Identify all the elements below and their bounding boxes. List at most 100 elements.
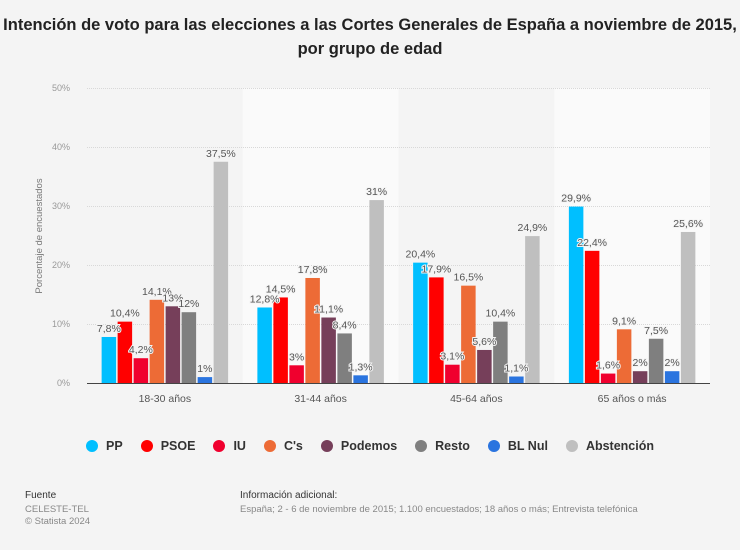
- x-axis-ticks: 18-30 años 31-44 años 45-64 años 65 años o …: [139, 393, 667, 405]
- data-label: 1,3%: [349, 361, 373, 373]
- data-label: 3%: [289, 351, 304, 363]
- legend-marker-icon: [565, 440, 578, 452]
- data-label: 37,5%: [206, 148, 236, 160]
- data-label: 11,1%: [314, 304, 343, 316]
- y-tick-label: 0%: [57, 378, 70, 388]
- info-heading: Información adicional:: [240, 490, 338, 501]
- bar-resto: [493, 321, 508, 383]
- y-tick-label: 20%: [52, 260, 70, 270]
- data-labels: 7,8% 10,4% 4,2% 14,1%13%12% 1% 37,5% 12,8%14,5…: [96, 147, 704, 376]
- data-label: 31%: [366, 186, 387, 198]
- info-block: Información adicional: España; 2 - 6 de …: [240, 490, 638, 516]
- bar-blnul: [664, 371, 680, 383]
- data-label: 1,6%: [596, 360, 620, 372]
- data-label: 1,1%: [504, 363, 528, 375]
- y-axis-ticks: 0% 10% 20% 30% 40% 50%: [52, 83, 70, 388]
- y-tick-label: 10%: [52, 319, 70, 329]
- data-label: 17,9%: [421, 263, 451, 275]
- data-label: 12,8%: [250, 293, 280, 305]
- legend-item[interactable]: BL Nul: [487, 439, 548, 453]
- chart-title: Intención de voto para las elecciones a …: [3, 16, 737, 58]
- bar-pp: [257, 307, 272, 383]
- data-label: 25,6%: [673, 218, 703, 230]
- data-label: 24,9%: [517, 222, 547, 234]
- legend-marker-icon: [263, 440, 276, 452]
- bar-cs: [149, 299, 165, 383]
- bar-resto: [181, 312, 197, 383]
- legend-marker-icon: [487, 440, 500, 452]
- bar-pp: [101, 336, 117, 383]
- bar-blnul: [353, 375, 368, 383]
- bar-podemos: [477, 349, 492, 383]
- legend-item[interactable]: C's: [263, 439, 303, 453]
- y-tick-label: 40%: [52, 142, 70, 152]
- data-label: 12%: [178, 298, 199, 310]
- data-label: 13%: [162, 292, 183, 304]
- legend-item[interactable]: IU: [213, 439, 246, 453]
- data-label: 8,4%: [333, 319, 357, 331]
- bar-blnul: [197, 377, 213, 383]
- bar-abstencin: [680, 231, 696, 383]
- x-tick-label: 65 años o más: [598, 393, 667, 405]
- bar-iu: [289, 365, 304, 383]
- data-label: 3,1%: [440, 351, 464, 363]
- bar-iu: [133, 358, 149, 383]
- bar-abstencin: [213, 161, 229, 383]
- x-tick-label: 18-30 años: [139, 393, 192, 405]
- data-label: 4,2%: [129, 344, 153, 356]
- bar-iu: [600, 373, 616, 383]
- data-label: 2%: [665, 357, 680, 369]
- data-label: 14,5%: [266, 283, 296, 295]
- data-label: 7,8%: [97, 323, 121, 335]
- legend-label: Podemos: [340, 439, 398, 453]
- legend-label: PP: [106, 439, 123, 453]
- bar-podemos: [321, 317, 336, 383]
- legend-label: C's: [283, 439, 303, 453]
- copyright: © Statista 2024: [25, 516, 91, 527]
- bars: [101, 161, 696, 383]
- x-tick-label: 45-64 años: [450, 393, 503, 405]
- legend-item[interactable]: PSOE: [140, 439, 196, 453]
- bar-podemos: [632, 371, 648, 383]
- bar-cs: [461, 285, 476, 383]
- bar-resto: [337, 333, 352, 383]
- bar-psoe: [117, 321, 133, 383]
- legend-item[interactable]: PP: [86, 439, 123, 453]
- legend-label: IU: [233, 439, 246, 453]
- legend-marker-icon: [86, 440, 98, 452]
- legend-item[interactable]: Podemos: [320, 439, 398, 453]
- data-label: 5,6%: [472, 336, 496, 348]
- bar-psoe: [429, 277, 444, 383]
- bar-pp: [568, 206, 584, 383]
- x-tick-label: 31-44 años: [294, 393, 347, 405]
- source-block: Fuente CELESTE-TEL © Statista 2024: [25, 490, 90, 528]
- bar-blnul: [509, 376, 524, 383]
- bar-resto: [648, 338, 664, 383]
- source-name: CELESTE-TEL: [25, 504, 89, 515]
- data-label: 17,8%: [298, 264, 328, 276]
- bar-pp: [413, 262, 428, 383]
- legend-label: PSOE: [160, 439, 196, 453]
- bar-cs: [305, 277, 320, 383]
- bar-chart: 0% 10% 20% 30% 40% 50% Porcentaje de encuesta…: [34, 83, 710, 405]
- bar-abstencin: [525, 236, 540, 383]
- legend-marker-icon: [213, 440, 226, 452]
- data-label: 1%: [197, 363, 212, 375]
- data-label: 7,5%: [644, 325, 668, 337]
- legend-label: BL Nul: [507, 439, 548, 453]
- bar-abstencin: [369, 200, 384, 383]
- data-label: 16,5%: [453, 272, 483, 284]
- y-tick-label: 50%: [52, 83, 70, 93]
- legend-item[interactable]: Abstención: [565, 439, 654, 453]
- bar-podemos: [165, 306, 181, 383]
- legend-label: Resto: [435, 439, 470, 453]
- legend: PP PSOE IU C's Podemos Resto BL Nul Abstención: [0, 439, 740, 453]
- bar-iu: [445, 364, 460, 383]
- data-label: 20,4%: [405, 249, 435, 261]
- bar-psoe: [273, 297, 288, 383]
- legend-marker-icon: [415, 440, 428, 452]
- legend-item[interactable]: Resto: [415, 439, 470, 453]
- y-tick-label: 30%: [52, 201, 70, 211]
- legend-marker-icon: [140, 440, 153, 452]
- data-label: 14,1%: [142, 286, 172, 298]
